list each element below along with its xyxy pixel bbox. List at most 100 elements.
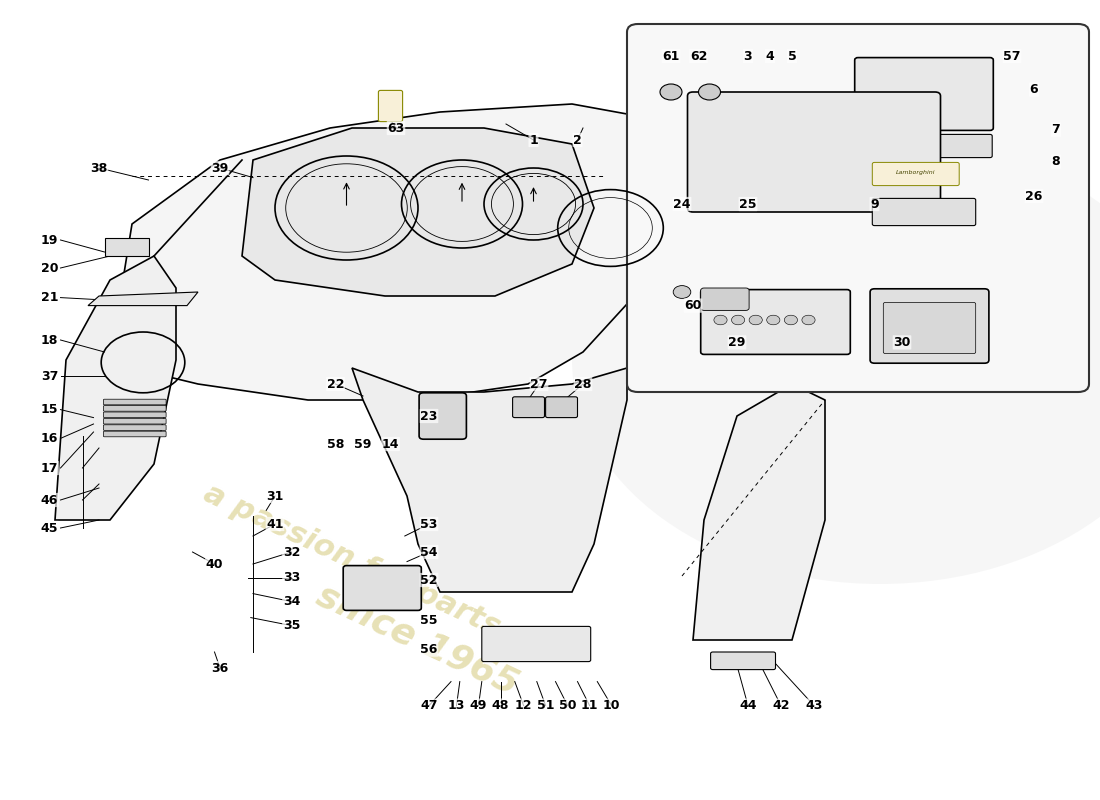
FancyBboxPatch shape <box>627 24 1089 392</box>
Text: 30: 30 <box>893 336 911 349</box>
PathPatch shape <box>693 384 825 640</box>
Text: 4: 4 <box>766 50 774 62</box>
Circle shape <box>673 286 691 298</box>
Text: 20: 20 <box>41 262 58 274</box>
Text: 53: 53 <box>420 518 438 530</box>
FancyBboxPatch shape <box>883 302 976 354</box>
FancyBboxPatch shape <box>872 162 959 186</box>
Text: 14: 14 <box>382 438 399 450</box>
Text: 18: 18 <box>41 334 58 346</box>
Text: 13: 13 <box>448 699 465 712</box>
Bar <box>104 238 148 256</box>
Text: 52: 52 <box>420 574 438 586</box>
FancyBboxPatch shape <box>701 290 850 354</box>
Text: 43: 43 <box>805 699 823 712</box>
FancyBboxPatch shape <box>513 397 544 418</box>
Circle shape <box>660 84 682 100</box>
Text: 46: 46 <box>41 494 58 506</box>
Text: 49: 49 <box>470 699 487 712</box>
Text: 2: 2 <box>573 134 582 146</box>
Text: 40: 40 <box>206 558 223 570</box>
Text: 44: 44 <box>739 699 757 712</box>
Text: 35: 35 <box>283 619 300 632</box>
Text: 33: 33 <box>283 571 300 584</box>
FancyBboxPatch shape <box>688 92 940 212</box>
FancyBboxPatch shape <box>482 626 591 662</box>
Text: 54: 54 <box>420 546 438 558</box>
Text: 50: 50 <box>559 699 576 712</box>
Text: 6: 6 <box>1030 83 1038 96</box>
Circle shape <box>714 315 727 325</box>
FancyBboxPatch shape <box>870 289 989 363</box>
Text: 56: 56 <box>420 643 438 656</box>
Circle shape <box>572 136 1100 584</box>
Text: 47: 47 <box>420 699 438 712</box>
Text: 22: 22 <box>327 378 344 390</box>
Text: 60: 60 <box>684 299 702 312</box>
Text: 39: 39 <box>211 162 229 174</box>
Text: 25: 25 <box>739 198 757 210</box>
Text: 9: 9 <box>870 198 879 210</box>
FancyBboxPatch shape <box>103 412 166 418</box>
Text: 31: 31 <box>266 490 284 502</box>
Text: 16: 16 <box>41 432 58 445</box>
Text: 27: 27 <box>530 378 548 390</box>
Text: 32: 32 <box>283 546 300 558</box>
Text: 41: 41 <box>266 518 284 530</box>
Text: 24: 24 <box>673 198 691 210</box>
Circle shape <box>802 315 815 325</box>
Text: 62: 62 <box>690 50 707 62</box>
FancyBboxPatch shape <box>103 431 166 437</box>
Text: 10: 10 <box>603 699 620 712</box>
Text: Lamborghini: Lamborghini <box>896 170 935 175</box>
Text: 59: 59 <box>354 438 372 450</box>
Text: since 1965: since 1965 <box>311 578 525 702</box>
FancyBboxPatch shape <box>872 198 976 226</box>
Text: 7: 7 <box>1052 123 1060 136</box>
FancyBboxPatch shape <box>546 397 578 418</box>
Text: a passion for parts: a passion for parts <box>199 478 505 642</box>
Text: 38: 38 <box>90 162 108 174</box>
Text: 23: 23 <box>420 410 438 422</box>
Polygon shape <box>88 292 198 306</box>
FancyBboxPatch shape <box>103 425 166 430</box>
Text: 58: 58 <box>327 438 344 450</box>
Circle shape <box>698 84 720 100</box>
Text: 3: 3 <box>744 50 752 62</box>
FancyBboxPatch shape <box>103 406 166 411</box>
FancyBboxPatch shape <box>878 134 992 158</box>
Text: 12: 12 <box>515 699 532 712</box>
Circle shape <box>732 315 745 325</box>
Text: 21: 21 <box>41 291 58 304</box>
Text: 15: 15 <box>41 403 58 416</box>
Text: 17: 17 <box>41 462 58 474</box>
Text: 26: 26 <box>1025 190 1043 202</box>
Circle shape <box>749 315 762 325</box>
PathPatch shape <box>242 128 594 296</box>
Text: 45: 45 <box>41 522 58 534</box>
FancyBboxPatch shape <box>343 566 421 610</box>
FancyBboxPatch shape <box>711 652 776 670</box>
Text: 8: 8 <box>1052 155 1060 168</box>
Text: 34: 34 <box>283 595 300 608</box>
PathPatch shape <box>110 104 682 400</box>
FancyBboxPatch shape <box>419 393 466 439</box>
Text: 42: 42 <box>772 699 790 712</box>
Text: 61: 61 <box>662 50 680 62</box>
FancyBboxPatch shape <box>701 288 749 310</box>
Text: 63: 63 <box>387 122 405 134</box>
PathPatch shape <box>55 256 176 520</box>
Text: 48: 48 <box>492 699 509 712</box>
Text: 51: 51 <box>537 699 554 712</box>
FancyBboxPatch shape <box>103 399 166 405</box>
FancyBboxPatch shape <box>378 90 403 122</box>
Text: 37: 37 <box>41 370 58 382</box>
FancyBboxPatch shape <box>855 58 993 130</box>
Text: 5: 5 <box>788 50 796 62</box>
Text: 19: 19 <box>41 234 58 246</box>
Text: 29: 29 <box>728 336 746 349</box>
FancyBboxPatch shape <box>103 418 166 424</box>
Text: 57: 57 <box>1003 50 1021 62</box>
Text: 55: 55 <box>420 614 438 626</box>
PathPatch shape <box>352 368 627 592</box>
